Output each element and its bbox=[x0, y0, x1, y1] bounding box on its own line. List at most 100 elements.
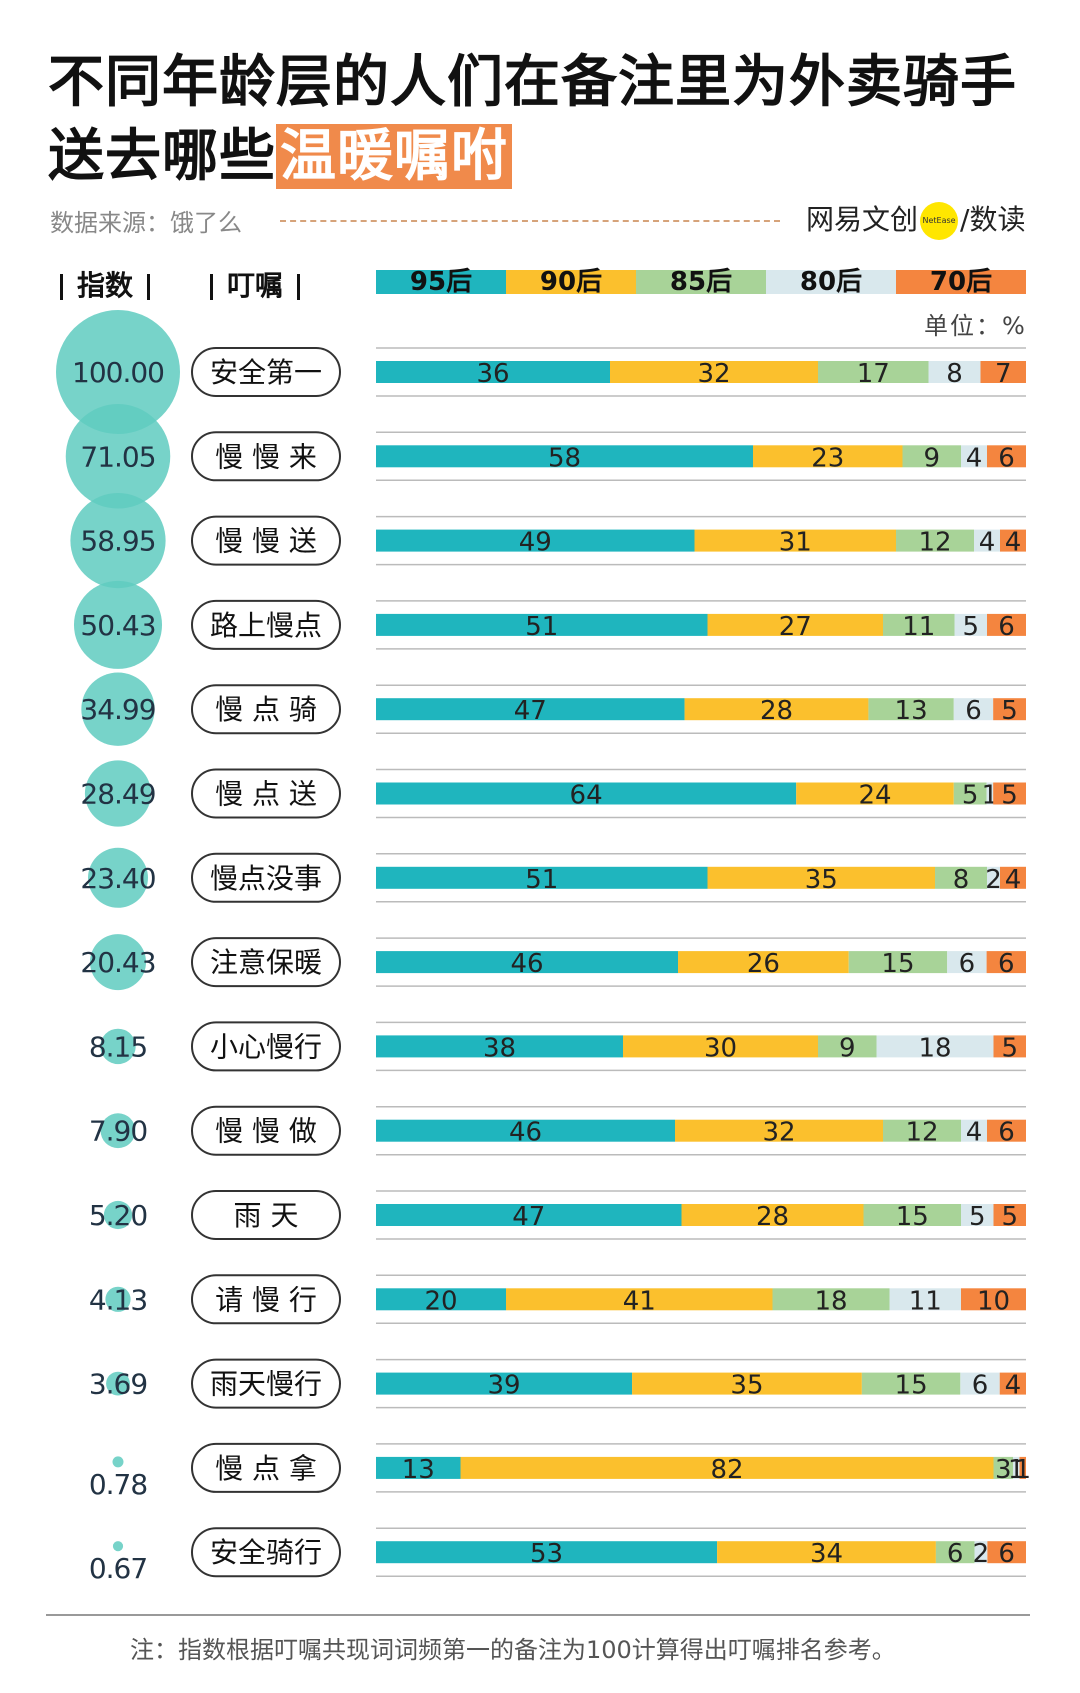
bar-value-label: 32 bbox=[762, 1118, 795, 1148]
index-bubble bbox=[70, 492, 166, 589]
label-text: 慢点没事 bbox=[210, 862, 322, 895]
brand-right: 数读 bbox=[969, 203, 1026, 236]
bar-segment-4 bbox=[876, 1035, 994, 1058]
index-value: 20.43 bbox=[80, 946, 155, 979]
index-bubble bbox=[56, 310, 180, 434]
bar-value-label: 9 bbox=[839, 1033, 856, 1063]
bar-segment-4 bbox=[974, 1541, 988, 1564]
bar-segment-4 bbox=[961, 1119, 987, 1142]
bar-segment-4 bbox=[1013, 1456, 1020, 1479]
index-value: 23.40 bbox=[80, 862, 155, 895]
index-bubble bbox=[89, 934, 147, 991]
bar-segment-1 bbox=[376, 698, 685, 721]
bar-segment-4 bbox=[928, 361, 981, 383]
legend-item-3: 85后 bbox=[636, 269, 766, 295]
label-pill bbox=[191, 1274, 341, 1325]
bar-value-label: 32 bbox=[697, 359, 730, 389]
footnote: 注：指数根据叮嘱共现词词频第一的备注为100计算得出叮嘱排名参考。 bbox=[130, 1636, 896, 1664]
header-bar-right bbox=[147, 274, 151, 300]
bar-segment-2 bbox=[707, 866, 935, 889]
index-value: 3.69 bbox=[89, 1368, 147, 1401]
bar-value-label: 53 bbox=[530, 1539, 563, 1569]
bar-segment-5 bbox=[987, 1541, 1026, 1564]
bar-segment-3 bbox=[868, 698, 954, 721]
bar-value-label: 28 bbox=[760, 696, 793, 726]
index-header-label: 指数 bbox=[77, 269, 134, 302]
index-value: 5.20 bbox=[89, 1199, 147, 1232]
bar-value-label: 4 bbox=[966, 443, 983, 473]
index-value: 50.43 bbox=[80, 609, 155, 642]
page-title: 不同年龄层的人们在备注里为外卖骑手 送去哪些温暖嘱咐 bbox=[48, 46, 1048, 194]
label-text: 慢 慢 来 bbox=[215, 440, 317, 473]
label-text: 雨 天 bbox=[234, 1199, 299, 1232]
label-text: 慢 点 骑 bbox=[215, 693, 317, 726]
bar-value-label: 5 bbox=[962, 612, 979, 642]
label-pill bbox=[191, 937, 341, 988]
label-text: 慢 慢 送 bbox=[215, 525, 317, 558]
bar-value-label: 6 bbox=[947, 1539, 964, 1569]
brand-logo: 网易文创 NetEase/数读 bbox=[806, 198, 1025, 240]
bar-segment-2 bbox=[796, 782, 954, 805]
label-pill bbox=[191, 1442, 341, 1493]
index-bubble bbox=[103, 1200, 133, 1230]
bar-value-label: 11 bbox=[909, 1286, 942, 1316]
bar-segment-2 bbox=[717, 1541, 936, 1564]
bar-segment-4 bbox=[947, 951, 987, 974]
index-bubble bbox=[100, 1113, 136, 1149]
bar-value-label: 47 bbox=[512, 1202, 545, 1232]
bar-segment-5 bbox=[980, 361, 1026, 383]
bar-value-label: 5 bbox=[1001, 1202, 1018, 1232]
label-pill bbox=[191, 431, 341, 482]
bar-value-label: 5 bbox=[1001, 696, 1018, 726]
bar-segment-2 bbox=[506, 1288, 773, 1311]
bar-segment-5 bbox=[987, 445, 1026, 468]
note-header-label: 叮嘱 bbox=[227, 269, 284, 302]
bar-segment-4 bbox=[960, 1372, 1000, 1395]
bar-value-label: 6 bbox=[965, 696, 982, 726]
index-value: 28.49 bbox=[80, 778, 155, 811]
bar-segment-5 bbox=[993, 698, 1026, 721]
label-pill bbox=[191, 599, 341, 650]
bar-value-label: 18 bbox=[814, 1286, 847, 1316]
bar-segment-3 bbox=[883, 1119, 961, 1142]
bar-segment-1 bbox=[376, 1456, 461, 1479]
title-highlight: 温暖嘱咐 bbox=[276, 124, 512, 189]
bar-segment-4 bbox=[953, 698, 994, 721]
bar-value-label: 4 bbox=[979, 528, 996, 558]
bar-value-label: 6 bbox=[998, 612, 1015, 642]
index-value: 100.00 bbox=[72, 356, 164, 389]
bar-segment-1 bbox=[376, 782, 797, 805]
label-pill bbox=[191, 347, 341, 397]
index-bubble bbox=[100, 1028, 136, 1065]
bar-segment-2 bbox=[684, 698, 869, 721]
bar-value-label: 82 bbox=[710, 1455, 743, 1485]
bar-segment-2 bbox=[460, 1456, 994, 1479]
bar-segment-2 bbox=[610, 361, 818, 383]
bar-segment-3 bbox=[902, 445, 961, 468]
dashed-divider bbox=[280, 220, 780, 222]
legend-item-2: 90后 bbox=[506, 269, 636, 295]
bar-value-label: 26 bbox=[747, 949, 780, 979]
bar-segment-5 bbox=[1000, 529, 1026, 552]
index-value: 58.95 bbox=[80, 525, 155, 558]
header-bar-right bbox=[297, 274, 301, 300]
label-pill bbox=[191, 1021, 341, 1072]
bar-value-label: 64 bbox=[570, 781, 603, 811]
bar-value-label: 6 bbox=[998, 1118, 1015, 1148]
bar-value-label: 5 bbox=[1001, 781, 1018, 811]
bar-value-label: 51 bbox=[525, 612, 558, 642]
header-bar-left bbox=[210, 274, 213, 300]
label-text: 慢 点 拿 bbox=[215, 1452, 317, 1485]
bar-segment-5 bbox=[1000, 866, 1026, 889]
bar-value-label: 6 bbox=[998, 949, 1015, 979]
bar-value-label: 27 bbox=[779, 612, 812, 642]
bar-segment-5 bbox=[993, 1204, 1026, 1226]
bar-value-label: 17 bbox=[857, 359, 890, 389]
brand-sep: / bbox=[960, 203, 970, 236]
bar-segment-3 bbox=[818, 1035, 877, 1058]
bar-segment-5 bbox=[993, 782, 1026, 805]
bar-segment-2 bbox=[623, 1035, 818, 1058]
label-text: 安全第一 bbox=[210, 356, 322, 389]
title-line2: 送去哪些 bbox=[48, 124, 276, 189]
index-bubble bbox=[88, 847, 148, 908]
